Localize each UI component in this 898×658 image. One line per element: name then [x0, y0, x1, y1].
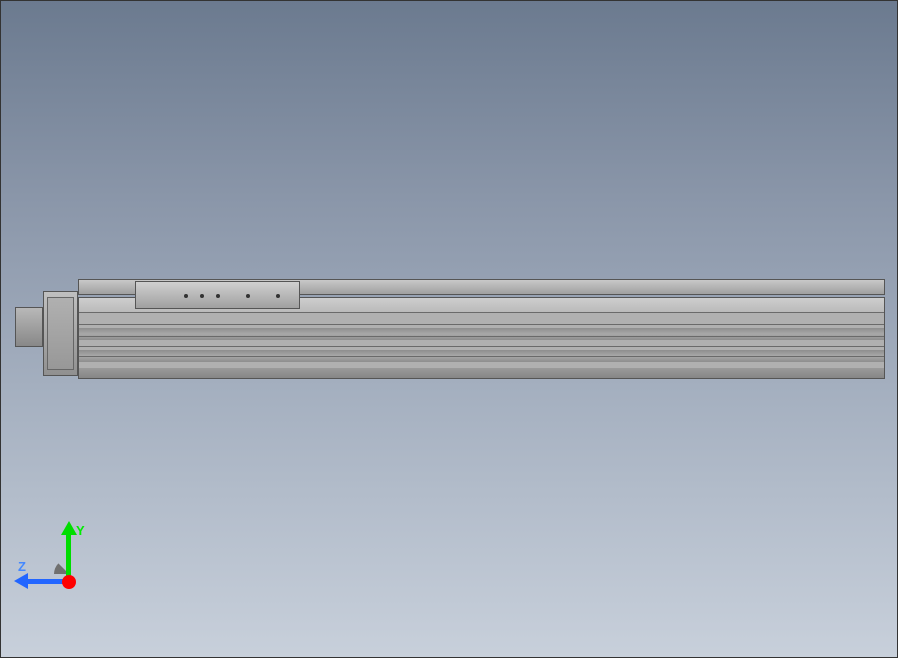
mounting-hole — [276, 294, 280, 298]
cad-viewport[interactable]: Y Z — [0, 0, 898, 658]
extrusion-line — [79, 356, 884, 357]
extrusion-line — [79, 346, 884, 347]
y-axis-label: Y — [76, 523, 85, 538]
body-bottom-face — [79, 368, 884, 378]
extrusion-line — [79, 336, 884, 337]
mounting-hole — [200, 294, 204, 298]
triad-origin — [62, 575, 76, 589]
y-axis-arrow-icon — [61, 521, 77, 535]
mounting-hole — [216, 294, 220, 298]
extrusion-line — [79, 312, 884, 313]
extrusion-line — [79, 324, 884, 325]
motor-end-cap — [15, 307, 43, 347]
mounting-hole — [184, 294, 188, 298]
extrusion-groove — [79, 328, 884, 340]
z-axis-arrow-icon — [14, 573, 28, 589]
linear-actuator-model[interactable] — [15, 279, 885, 389]
extrusion-body — [78, 297, 885, 379]
axis-triad[interactable]: Y Z — [18, 523, 98, 603]
z-axis-label: Z — [18, 559, 26, 574]
flange-inner — [47, 297, 74, 370]
y-axis-line — [66, 531, 71, 579]
carriage-block — [135, 281, 300, 309]
mounting-hole — [246, 294, 250, 298]
